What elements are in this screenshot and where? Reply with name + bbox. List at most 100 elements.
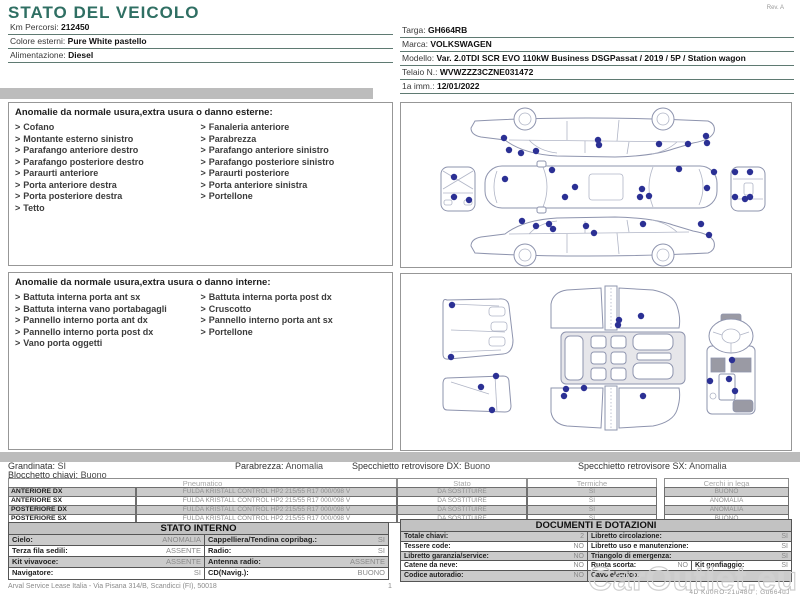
- status-label: Specchietto retrovisore SX:: [578, 461, 688, 471]
- info-label: Modello:: [402, 53, 435, 63]
- anomaly-item: > Tetto: [15, 203, 201, 215]
- tyres-table-header: Pneumatico Stato Termiche Cerchi in lega: [8, 478, 789, 488]
- item-label: Libretto garanzia/service:: [404, 552, 489, 560]
- item-value: SI: [377, 535, 385, 544]
- plan-view: [484, 160, 718, 214]
- label-value-pair: Radio: SI: [205, 546, 388, 556]
- arrow-bullet-icon: >: [15, 338, 21, 348]
- stato-interno-row: Terza fila sedili: ASSENTE Radio: SI: [9, 546, 388, 557]
- arrow-bullet-icon: >: [15, 292, 21, 302]
- documenti-body: Totale chiavi: 2 Libretto circolazione: …: [401, 532, 791, 581]
- exterior-anomalies-col1: > Cofano > Montante esterno sinistro > Parafa…: [15, 122, 201, 214]
- tyres-table: Pneumatico Stato Termiche Cerchi in lega…: [8, 478, 789, 523]
- status-label: Specchietto retrovisore DX:: [352, 461, 462, 471]
- rear-view: [730, 166, 766, 212]
- damage-dot: [728, 356, 736, 364]
- revision-label: Rev. A: [766, 5, 784, 11]
- stato-interno-row: Navigatore: SI CD(Navig.): BUONO: [9, 568, 388, 579]
- info-value: 12/01/2022: [436, 81, 480, 91]
- anomaly-item: > Battuta interna vano portabagagli: [15, 304, 201, 316]
- anomaly-item: > Montante esterno sinistro: [15, 134, 201, 146]
- info-label: Telaio N.:: [402, 67, 438, 77]
- damage-dot: [571, 183, 579, 191]
- arrow-bullet-icon: >: [15, 133, 21, 144]
- arrow-bullet-icon: >: [15, 168, 21, 178]
- anomaly-label: Tetto: [23, 202, 45, 213]
- damage-dot: [703, 139, 711, 147]
- item-label: Terza fila sedili:: [12, 546, 68, 555]
- documenti-row: Codice autoradio: NO Cavo elettrico:: [401, 571, 791, 581]
- damage-dot: [746, 168, 754, 176]
- damage-dot: [450, 193, 458, 201]
- anomaly-label: Battuta interna porta ant sx: [23, 292, 141, 302]
- arrow-bullet-icon: >: [200, 156, 206, 167]
- item-label: Cappelliera/Tendina copribag.:: [207, 535, 318, 544]
- item-value: SI: [781, 552, 788, 560]
- item-value: NO: [573, 562, 585, 570]
- damage-dot: [675, 165, 683, 173]
- anomaly-label: Cofano: [23, 122, 55, 132]
- documenti-row: Totale chiavi: 2 Libretto circolazione: …: [401, 532, 791, 542]
- stato-interno-body: Cielo: ANOMALIA Cappelliera/Tendina copr…: [9, 535, 388, 579]
- info-row: 1a imm.: 12/01/2022: [400, 80, 794, 94]
- damage-dot: [637, 312, 645, 320]
- item-value: 2: [580, 533, 584, 540]
- label-value-pair-group: Ruota scorta: NO Kit gonfiaggio: SI: [588, 561, 791, 571]
- arrow-bullet-icon: >: [200, 326, 206, 337]
- item-label: Triangolo di emergenza:: [591, 552, 672, 560]
- anomaly-item: > Parafango posteriore sinistro: [201, 157, 387, 169]
- info-row: Telaio N.: WVWZZZ3CZNE031472: [400, 66, 794, 80]
- col-header-stato: Stato: [397, 478, 527, 488]
- tyre-row: POSTERIORE DX FULDA KRISTALL CONTROL HP2…: [8, 505, 789, 514]
- anomaly-item: > Porta anteriore sinistra: [201, 180, 387, 192]
- info-label: Targa:: [402, 25, 426, 35]
- arrow-bullet-icon: >: [200, 179, 206, 190]
- info-label: 1a imm.:: [402, 81, 435, 91]
- damage-dot: [731, 387, 739, 395]
- status-value: Anomalia: [285, 461, 324, 471]
- tyre-status: DA SOSTITUIRE: [397, 505, 527, 514]
- damage-dot: [590, 229, 598, 237]
- item-value: ANOMALIA: [162, 535, 201, 544]
- item-value: SI: [781, 562, 788, 570]
- damage-dot: [710, 168, 718, 176]
- item-label: Antenna radio:: [207, 557, 261, 566]
- damage-dot: [702, 132, 710, 140]
- damage-dot: [697, 220, 705, 228]
- anomaly-item: > Pannello interno porta post dx: [15, 327, 201, 339]
- label-value-pair: Navigatore: SI: [9, 568, 205, 579]
- anomaly-label: Montante esterno sinistro: [23, 133, 134, 144]
- anomaly-label: Parafango anteriore sinistro: [208, 145, 329, 155]
- status-specchietto-dx: Specchietto retrovisore DX: Buono: [352, 461, 490, 471]
- arrow-bullet-icon: >: [15, 156, 21, 167]
- label-value-pair: Kit gonfiaggio: SI: [691, 561, 791, 571]
- anomaly-item: > Pannello interno porta ant dx: [15, 315, 201, 327]
- item-label: Libretto circolazione:: [591, 533, 662, 540]
- damage-dot: [488, 406, 496, 414]
- label-value-pair: Terza fila sedili: ASSENTE: [9, 546, 205, 556]
- damage-dot: [731, 193, 739, 201]
- info-row: Marca: VOLKSWAGEN: [400, 38, 794, 52]
- front-view: [440, 166, 476, 212]
- status-value: Buono: [80, 470, 107, 480]
- item-label: Kit vivavoce:: [12, 557, 59, 566]
- item-value: ASSENTE: [349, 557, 385, 566]
- anomaly-item: > Portellone: [201, 327, 387, 339]
- label-value-pair: Codice autoradio: NO: [401, 571, 588, 581]
- cabin-top-view: [550, 285, 686, 431]
- item-label: Codice autoradio:: [404, 572, 464, 580]
- item-label: Cavo elettrico:: [591, 572, 640, 580]
- item-label: Libretto uso e manutenzione:: [591, 542, 689, 550]
- damage-dot: [703, 184, 711, 192]
- documenti-dotazioni-section: DOCUMENTI E DOTAZIONI Totale chiavi: 2 L…: [400, 519, 792, 582]
- anomaly-label: Cruscotto: [208, 303, 252, 314]
- damage-dot: [548, 166, 556, 174]
- item-value: NO: [677, 562, 689, 570]
- item-value: NO: [573, 552, 585, 560]
- interior-anomalies-col2: > Battuta interna porta post dx > Cruscotto…: [201, 292, 387, 350]
- col-header-pneumatico: Pneumatico: [8, 478, 397, 488]
- tyre-description: FULDA KRISTALL CONTROL HP2 215/55 R17 00…: [136, 505, 397, 514]
- anomaly-item: > Battuta interna porta ant sx: [15, 292, 201, 304]
- info-label: Marca:: [402, 39, 428, 49]
